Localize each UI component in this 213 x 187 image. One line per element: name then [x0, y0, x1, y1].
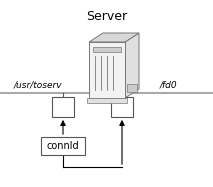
Bar: [93, 47, 121, 52]
Polygon shape: [125, 33, 139, 98]
Bar: [87, 98, 127, 103]
Polygon shape: [89, 33, 139, 42]
Bar: [52, 97, 74, 117]
Text: connld: connld: [47, 141, 79, 151]
Bar: [89, 42, 125, 98]
Bar: [127, 84, 137, 92]
Text: Server: Server: [86, 10, 128, 23]
Bar: [41, 137, 85, 155]
Bar: [111, 97, 133, 117]
Text: /fd0: /fd0: [159, 81, 177, 90]
Text: /usr/toserv: /usr/toserv: [14, 81, 62, 90]
